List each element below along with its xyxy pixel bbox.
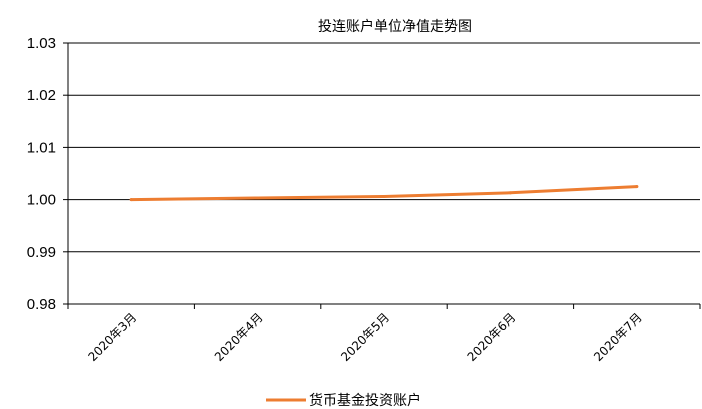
x-axis-tick-labels: 2020年3月 2020年4月 2020年5月 2020年6月 2020年7月 (85, 310, 644, 364)
data-point (129, 198, 133, 202)
y-tick-label: 1.01 (27, 139, 56, 156)
y-tick-label: 0.98 (27, 296, 56, 313)
legend: 货币基金投资账户 (266, 392, 421, 409)
axes (63, 42, 701, 309)
x-tick-label: 2020年5月 (338, 310, 392, 364)
x-tick-label: 2020年4月 (212, 310, 266, 364)
data-point (256, 196, 260, 200)
y-tick-label: 0.99 (27, 244, 56, 261)
legend-label: 货币基金投资账户 (309, 392, 421, 409)
y-tick-label: 1.02 (27, 87, 56, 104)
y-tick-label: 1.00 (27, 192, 56, 209)
gridlines (68, 42, 700, 253)
x-tick-label: 2020年7月 (591, 310, 645, 364)
data-point (635, 185, 639, 189)
y-axis-tick-labels: 0.98 0.99 1.00 1.01 1.02 1.03 (27, 35, 56, 313)
x-tick-label: 2020年6月 (465, 310, 519, 364)
y-tick-label: 1.03 (27, 35, 56, 52)
data-point (508, 191, 512, 195)
chart-title: 投连账户单位净值走势图 (318, 18, 472, 35)
data-point (382, 194, 386, 198)
series-layer (129, 185, 639, 202)
x-tick-label: 2020年3月 (85, 310, 139, 364)
